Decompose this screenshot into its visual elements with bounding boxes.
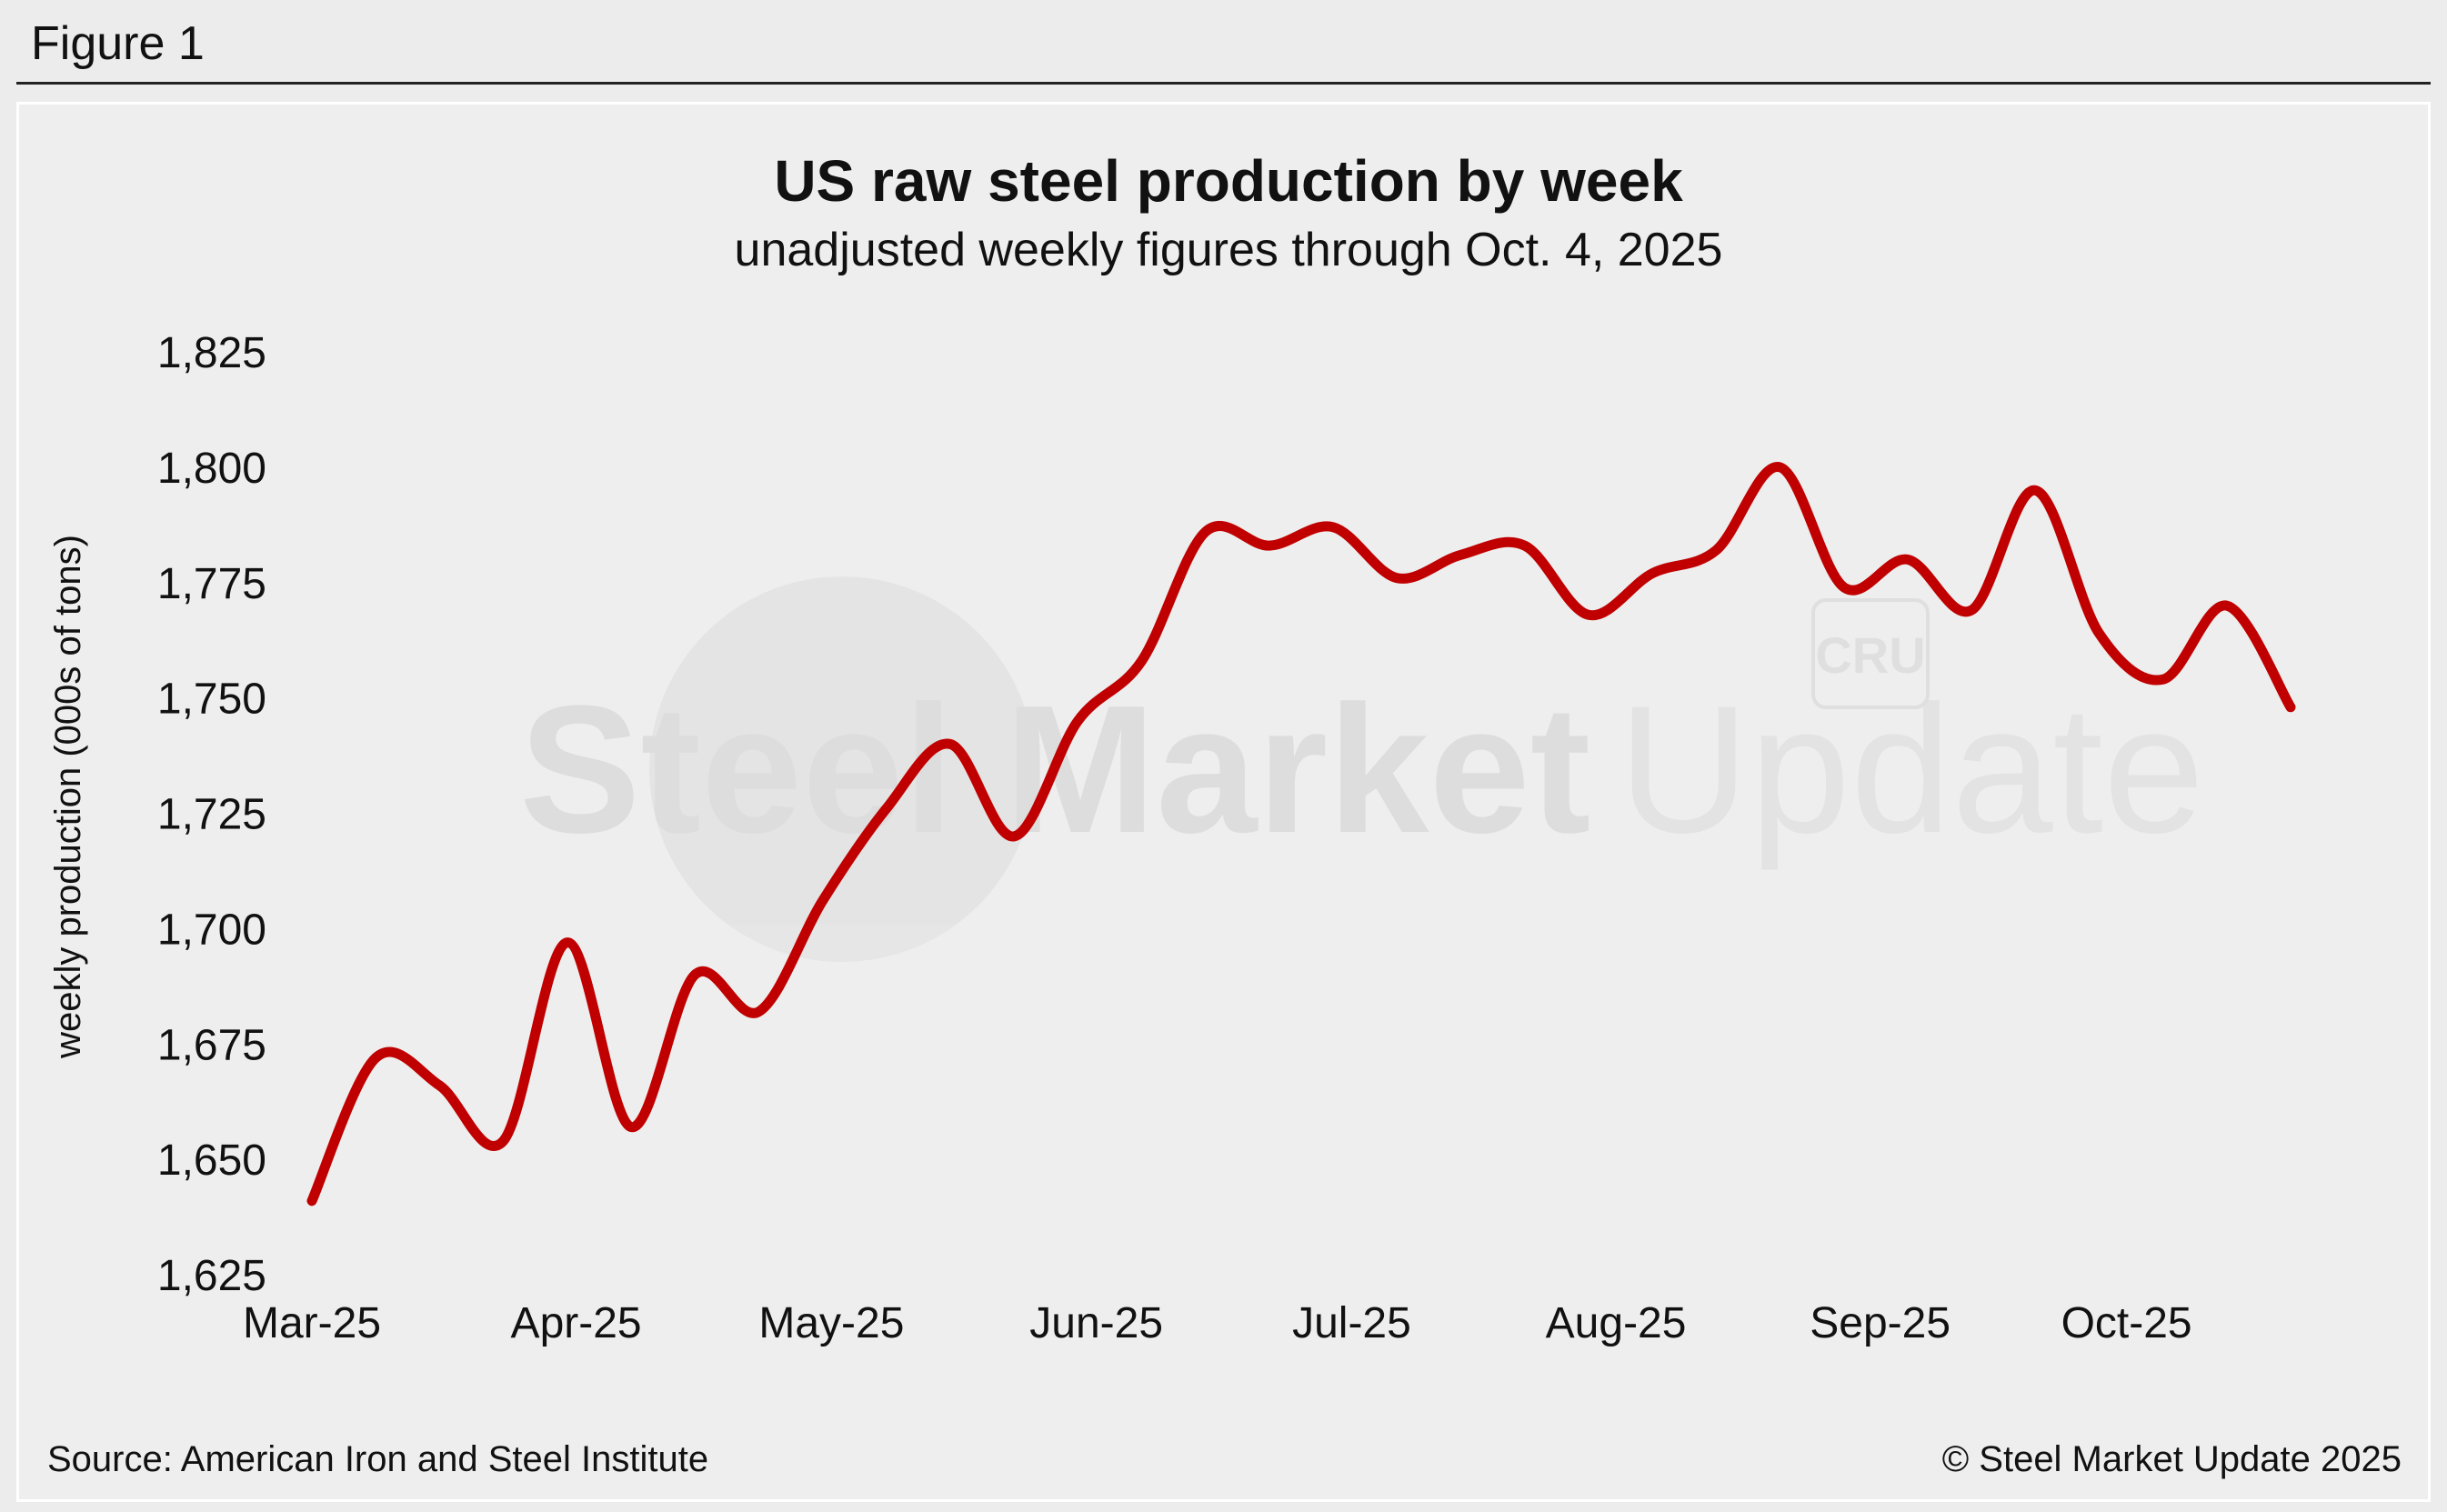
x-tick-label: Sep-25 (1810, 1299, 1951, 1347)
figure-header: Figure 1 (16, 0, 2431, 85)
x-tick-label: Jun-25 (1029, 1299, 1163, 1347)
x-tick-label: Oct-25 (2061, 1299, 2192, 1347)
chart-title: US raw steel production by week (774, 148, 1683, 214)
watermark-badge-frame (1811, 598, 1930, 709)
x-tick-label: Apr-25 (511, 1299, 642, 1347)
y-tick-label: 1,775 (157, 560, 266, 608)
x-axis-ticks: Mar-25 Apr-25 May-25 Jun-25 Jul-25 Aug-25 Sep-… (243, 1299, 2192, 1347)
watermark-badge: CRU (1815, 626, 1925, 684)
y-tick-label: 1,700 (157, 906, 266, 954)
y-tick-label: 1,825 (157, 329, 266, 377)
watermark-circle-icon (649, 576, 1035, 962)
y-tick-label: 1,725 (157, 791, 266, 839)
y-axis-label: weekly production (000s of tons) (48, 535, 88, 1059)
watermark-brand-light: Update (1618, 668, 2204, 871)
line-chart: Steel Market Update CRU US raw steel prod… (47, 148, 2402, 1479)
x-tick-label: Jul-25 (1292, 1299, 1411, 1347)
x-tick-label: Aug-25 (1546, 1299, 1687, 1347)
watermark-brand: Steel Market Update (519, 668, 2204, 871)
watermark: Steel Market Update CRU (519, 576, 2204, 962)
y-tick-label: 1,675 (157, 1021, 266, 1069)
y-tick-label: 1,625 (157, 1252, 266, 1300)
source-note: Source: American Iron and Steel Institut… (47, 1439, 708, 1479)
y-axis-ticks: 1,825 1,800 1,775 1,750 1,725 1,700 1,675 1,650… (157, 329, 266, 1300)
chart-panel: Steel Market Update CRU US raw steel prod… (16, 102, 2431, 1502)
x-tick-label: May-25 (758, 1299, 904, 1347)
chart-subtitle: unadjusted weekly figures through Oct. 4… (735, 224, 1723, 276)
y-tick-label: 1,750 (157, 676, 266, 724)
x-tick-label: Mar-25 (243, 1299, 381, 1347)
figure-label: Figure 1 (31, 17, 205, 70)
series-group (306, 462, 2296, 1207)
y-tick-label: 1,650 (157, 1137, 266, 1185)
copyright-note: © Steel Market Update 2025 (1942, 1439, 2402, 1479)
y-tick-label: 1,800 (157, 445, 266, 493)
series-line (306, 462, 2296, 1207)
